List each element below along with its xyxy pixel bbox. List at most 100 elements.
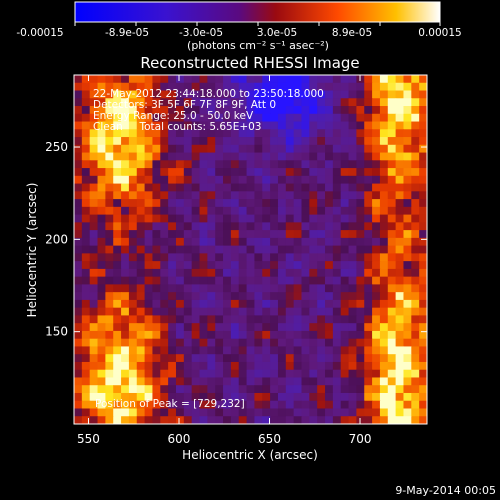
heatmap-cell bbox=[403, 121, 412, 130]
heatmap-cell bbox=[293, 168, 303, 177]
heatmap-cell bbox=[89, 168, 99, 177]
heatmap-cell bbox=[121, 152, 130, 161]
heatmap-cell bbox=[223, 183, 232, 192]
heatmap-cell bbox=[411, 106, 420, 115]
heatmap-cell bbox=[191, 183, 201, 192]
heatmap-cell bbox=[128, 400, 138, 410]
heatmap-cell bbox=[183, 354, 193, 363]
heatmap-cell bbox=[183, 75, 193, 84]
heatmap-cell bbox=[317, 82, 326, 92]
heatmap-cell bbox=[332, 175, 342, 185]
heatmap-cell bbox=[356, 113, 365, 123]
heatmap-cell bbox=[254, 160, 263, 169]
heatmap-cell bbox=[97, 292, 106, 301]
heatmap-cell bbox=[419, 299, 427, 309]
heatmap-cell bbox=[325, 191, 334, 200]
heatmap-cell bbox=[254, 346, 263, 355]
heatmap-cell bbox=[419, 129, 427, 138]
heatmap-cell bbox=[183, 315, 193, 324]
heatmap-cell bbox=[395, 90, 405, 99]
heatmap-cell bbox=[403, 323, 412, 332]
heatmap-cell bbox=[262, 199, 271, 208]
heatmap-cell bbox=[152, 354, 161, 363]
heatmap-cell bbox=[411, 315, 420, 324]
heatmap-cell bbox=[230, 361, 240, 371]
heatmap-cell bbox=[168, 330, 177, 340]
heatmap-cell bbox=[403, 106, 412, 115]
heatmap-cell bbox=[168, 98, 177, 107]
heatmap-cell bbox=[325, 168, 334, 177]
heatmap-cell bbox=[340, 144, 350, 154]
heatmap-cell bbox=[105, 245, 114, 254]
heatmap-cell bbox=[395, 222, 405, 231]
heatmap-cell bbox=[144, 361, 154, 371]
heatmap-cell bbox=[379, 168, 389, 177]
heatmap-cell bbox=[215, 75, 224, 84]
heatmap-cell bbox=[379, 191, 389, 200]
heatmap-cell bbox=[152, 315, 161, 324]
heatmap-cell bbox=[183, 98, 193, 107]
heatmap-cell bbox=[309, 307, 318, 317]
heatmap-cell bbox=[277, 392, 287, 402]
heatmap-cell bbox=[254, 82, 263, 92]
heatmap-cell bbox=[89, 160, 99, 169]
heatmap-cell bbox=[191, 160, 201, 169]
heatmap-cell bbox=[121, 292, 130, 301]
heatmap-cell bbox=[246, 307, 256, 317]
heatmap-cell bbox=[168, 315, 177, 324]
heatmap-cell bbox=[121, 385, 130, 394]
heatmap-cell bbox=[317, 214, 326, 223]
heatmap-cell bbox=[81, 230, 91, 239]
heatmap-cell bbox=[301, 400, 310, 410]
heatmap-cell bbox=[309, 160, 318, 169]
heatmap-cell bbox=[89, 152, 99, 161]
heatmap-cell bbox=[207, 330, 216, 340]
heatmap-cell bbox=[238, 292, 248, 301]
heatmap-cell bbox=[270, 268, 279, 278]
heatmap-cell bbox=[340, 175, 350, 185]
heatmap-cell bbox=[152, 75, 161, 84]
heatmap-cell bbox=[223, 276, 232, 285]
heatmap-cell bbox=[364, 175, 373, 185]
heatmap-cell bbox=[191, 338, 201, 348]
heatmap-cell bbox=[168, 276, 177, 285]
heatmap-cell bbox=[285, 361, 295, 371]
heatmap-cell bbox=[379, 144, 389, 154]
heatmap-cell bbox=[144, 237, 154, 247]
heatmap-cell bbox=[285, 75, 295, 84]
heatmap-cell bbox=[309, 175, 318, 185]
heatmap-cell bbox=[379, 160, 389, 169]
heatmap-cell bbox=[379, 408, 389, 417]
heatmap-cell bbox=[340, 284, 350, 293]
heatmap-cell bbox=[395, 75, 405, 84]
heatmap-cell bbox=[191, 144, 201, 154]
heatmap-cell bbox=[74, 121, 83, 130]
heatmap-cell bbox=[183, 175, 193, 185]
heatmap-cell bbox=[238, 338, 248, 348]
heatmap-cell bbox=[183, 338, 193, 348]
heatmap-cell bbox=[215, 199, 224, 208]
heatmap-cell bbox=[74, 106, 83, 115]
heatmap-cell bbox=[270, 183, 279, 192]
heatmap-cell bbox=[238, 323, 248, 332]
heatmap-cell bbox=[238, 346, 248, 355]
heatmap-cell bbox=[277, 75, 287, 84]
heatmap-cell bbox=[340, 82, 350, 92]
heatmap-cell bbox=[285, 144, 295, 154]
heatmap-cell bbox=[340, 222, 350, 231]
heatmap-cell bbox=[317, 191, 326, 200]
heatmap-cell bbox=[356, 323, 365, 332]
heatmap-cell bbox=[325, 214, 334, 223]
heatmap-cell bbox=[97, 361, 106, 371]
heatmap-cell bbox=[325, 299, 334, 309]
heatmap-cell bbox=[136, 330, 146, 340]
heatmap-cell bbox=[332, 214, 342, 223]
heatmap-cell bbox=[199, 214, 208, 223]
heatmap-cell bbox=[105, 416, 114, 424]
heatmap-cell bbox=[419, 191, 427, 200]
heatmap-cell bbox=[152, 168, 161, 177]
heatmap-cell bbox=[301, 175, 310, 185]
heatmap-cell bbox=[152, 377, 161, 386]
heatmap-cell bbox=[191, 222, 201, 231]
heatmap-cell bbox=[121, 400, 130, 410]
